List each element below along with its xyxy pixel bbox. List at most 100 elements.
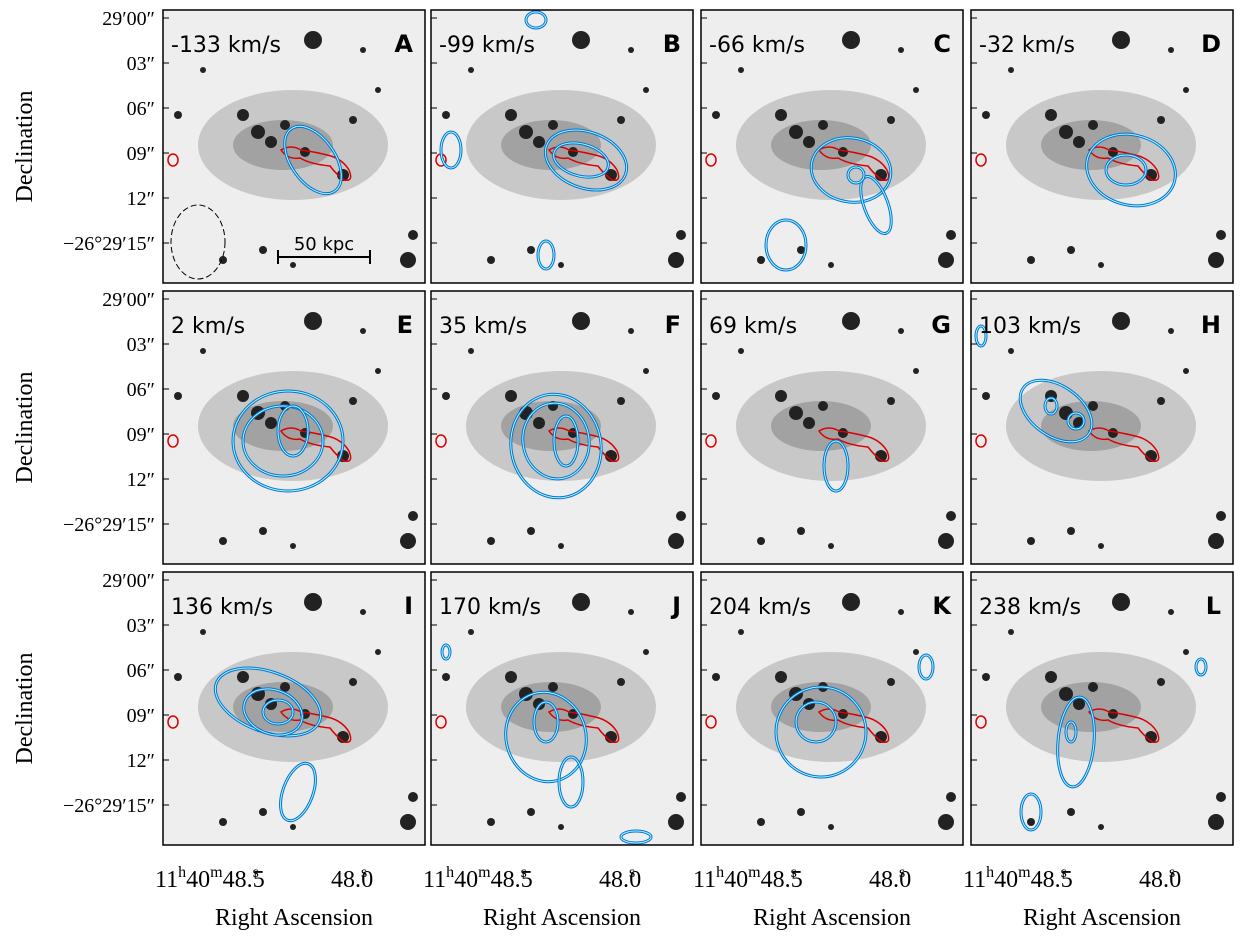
tick-unit: m [210, 864, 223, 881]
source [738, 348, 744, 354]
source [200, 629, 206, 635]
source [533, 417, 545, 429]
x-tick-label: 11h40m48.s5 [963, 864, 1073, 893]
source [1045, 671, 1057, 683]
tick-digit: 11 [963, 867, 986, 893]
x-axis-label: Right Ascension [483, 905, 641, 931]
source [400, 814, 416, 830]
x-tick-label: 11h40m48.s5 [693, 864, 803, 893]
panel-image [163, 10, 425, 283]
tick-digit: 48. [761, 867, 791, 893]
x-axis-label: Right Ascension [753, 905, 911, 931]
source [219, 537, 227, 545]
source [527, 808, 535, 816]
red-contour [1087, 427, 1160, 463]
panel-letter: K [932, 592, 952, 620]
y-tick-label: 29′00″ [102, 570, 155, 592]
source [408, 230, 418, 240]
velocity-label: 238 km/s [979, 595, 1081, 620]
hi-contour [620, 830, 652, 844]
channel-panel: 35 km/s F [430, 290, 694, 565]
panel-letter: F [665, 311, 681, 339]
source [676, 230, 686, 240]
source [1008, 348, 1014, 354]
tick-unit: s [521, 864, 527, 881]
channel-panel: -66 km/s C [700, 9, 964, 284]
y-axis-label: Declination [12, 372, 38, 484]
tick-digit: 0 [1169, 867, 1181, 893]
velocity-label: 69 km/s [709, 314, 797, 339]
source [1168, 328, 1174, 334]
source [572, 31, 590, 49]
source [1098, 824, 1104, 830]
channel-panel: 204 km/s K [700, 571, 964, 846]
panel-frame [162, 9, 426, 284]
x-tick-label: 48.s0 [1139, 864, 1181, 893]
velocity-label: 170 km/s [439, 595, 541, 620]
source [527, 246, 535, 254]
tick-digit: 11 [693, 867, 716, 893]
x-tick-label: 11h40m48.s5 [423, 864, 533, 893]
source [1216, 230, 1226, 240]
x-tick-label: 48.s0 [869, 864, 911, 893]
panel-frame [700, 571, 964, 846]
red-contour [705, 153, 717, 167]
source [982, 111, 990, 119]
tick-digit: 5 [1061, 867, 1073, 893]
source [375, 87, 381, 93]
source [1183, 87, 1189, 93]
panel-image [701, 291, 963, 564]
velocity-label: -133 km/s [171, 33, 281, 58]
source [643, 368, 649, 374]
source [797, 246, 805, 254]
tick-digit: 0 [899, 867, 911, 893]
source [1067, 808, 1075, 816]
source [946, 230, 956, 240]
velocity-label: -99 km/s [439, 33, 535, 58]
panel-letter: H [1201, 311, 1221, 339]
source [842, 593, 860, 611]
source [349, 678, 357, 686]
x-tick-label: 48.s0 [599, 864, 641, 893]
source [887, 397, 895, 405]
tick-digit: 5 [521, 867, 533, 893]
source [712, 111, 720, 119]
source [898, 609, 904, 615]
source [290, 824, 296, 830]
tick-unit: h [446, 864, 454, 881]
source [1168, 47, 1174, 53]
hi-contour [1044, 397, 1058, 415]
source [304, 312, 322, 330]
source [505, 109, 517, 121]
hi-contour [243, 688, 303, 736]
source [1157, 678, 1165, 686]
source [558, 543, 564, 549]
source [617, 678, 625, 686]
tick-digit: 0 [361, 867, 373, 893]
panel-image [971, 291, 1233, 564]
source [200, 67, 206, 73]
source [775, 390, 787, 402]
hi-contour [280, 762, 316, 822]
source [605, 169, 617, 181]
source [468, 348, 474, 354]
source [1088, 401, 1098, 411]
source [290, 543, 296, 549]
red-contour [975, 434, 987, 448]
y-tick-label: 12″ [127, 469, 155, 491]
y-tick-label: 09″ [127, 424, 155, 446]
source [1073, 698, 1085, 710]
panel-image [431, 291, 693, 564]
source [775, 671, 787, 683]
tick-unit: s [253, 864, 259, 881]
tick-digit: 40 [994, 867, 1018, 893]
red-contour [705, 715, 717, 729]
y-tick-label: −26°29′15″ [63, 233, 155, 255]
hi-contour [510, 393, 602, 499]
tick-digit: 48. [599, 867, 629, 893]
source [1145, 450, 1157, 462]
velocity-label: 103 km/s [979, 314, 1081, 339]
hi-contour [847, 166, 865, 184]
velocity-label: 136 km/s [171, 595, 273, 620]
